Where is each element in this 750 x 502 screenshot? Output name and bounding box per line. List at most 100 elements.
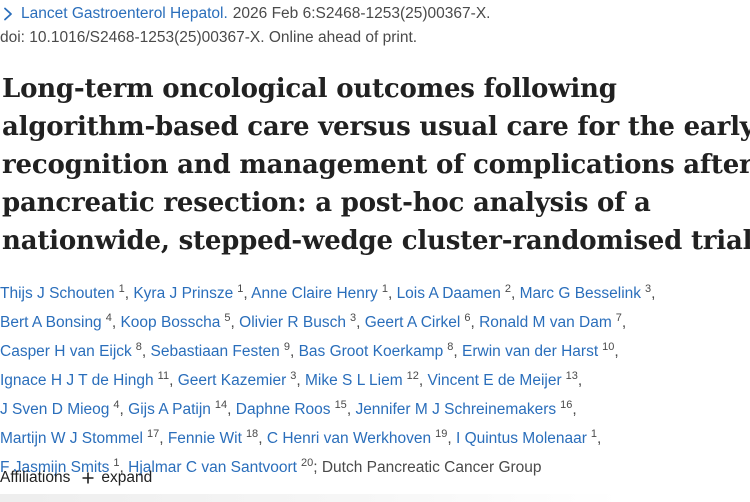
- expand-affiliations-button[interactable]: expand: [82, 466, 152, 490]
- author-separator: ,: [447, 430, 456, 447]
- author-link[interactable]: Martijn W J Stommel: [0, 430, 143, 447]
- group-author: Dutch Pancreatic Cancer Group: [321, 459, 542, 476]
- author-link[interactable]: Marc G Besselink: [519, 285, 642, 302]
- author-link[interactable]: J Sven D Mieog: [0, 401, 110, 418]
- author-line: Bert A Bonsing 4, Koop Bosscha 5, Olivier …: [0, 306, 748, 335]
- affiliation-number[interactable]: 15: [334, 399, 347, 411]
- affiliation-number[interactable]: 2: [504, 283, 511, 295]
- author-link[interactable]: C Henri van Werkhoven: [266, 430, 432, 447]
- citation: Lancet Gastroenterol Hepatol. 2026 Feb 6…: [0, 0, 750, 50]
- author-link[interactable]: Kyra J Prinsze: [133, 285, 234, 302]
- affiliation-number[interactable]: 18: [245, 428, 259, 440]
- author-link[interactable]: Geert A Cirkel: [364, 314, 461, 331]
- affiliation-number[interactable]: 19: [435, 428, 448, 440]
- affiliation-number[interactable]: 1: [590, 428, 598, 440]
- author-link[interactable]: Bas Groot Koerkamp: [298, 343, 444, 360]
- author-link[interactable]: I Quintus Molenaar: [455, 430, 587, 447]
- author-separator: ,: [577, 372, 583, 389]
- citation-details: 2026 Feb 6:S2468-1253(25)00367-X.: [232, 5, 491, 22]
- title-line: nationwide, stepped-wedge cluster-random…: [2, 226, 750, 256]
- author-link[interactable]: Jennifer M J Schreinemakers: [355, 401, 557, 418]
- affiliation-number[interactable]: 7: [615, 312, 622, 324]
- author-separator: ,: [453, 343, 463, 360]
- author-link[interactable]: Bert A Bonsing: [0, 314, 102, 331]
- author-link[interactable]: Vincent E de Meijer: [427, 372, 562, 389]
- author-link[interactable]: Koop Bosscha: [120, 314, 221, 331]
- author-separator: ,: [141, 343, 151, 360]
- affiliation-number[interactable]: 4: [105, 312, 112, 324]
- affiliation-number[interactable]: 8: [447, 341, 454, 353]
- author-line: J Sven D Mieog 4, Gijs A Patijn 14, Daphne…: [0, 393, 748, 422]
- author-link[interactable]: F Jasmijn Smits: [0, 459, 110, 476]
- author-link[interactable]: Ignace H J T de Hingh: [0, 372, 154, 389]
- author-link[interactable]: Fennie Wit: [167, 430, 242, 447]
- author-line: F Jasmijn Smits 1, Hjalmar C van Santvoor…: [0, 451, 748, 480]
- author-link[interactable]: Thijs J Schouten: [0, 285, 115, 302]
- author-link[interactable]: Geert Kazemier: [177, 372, 287, 389]
- title-line: algorithm-based care versus usual care f…: [2, 112, 750, 142]
- affiliation-number[interactable]: 1: [381, 283, 388, 295]
- author-separator: ,: [651, 285, 656, 302]
- title-line: recognition and management of complicati…: [2, 150, 750, 180]
- author-list: Thijs J Schouten 1, Kyra J Prinsze 1, Anne…: [0, 277, 748, 480]
- author-link[interactable]: Casper H van Eijck: [0, 343, 132, 360]
- affiliation-number[interactable]: 10: [602, 341, 615, 353]
- doi-line: doi: 10.1016/S2468-1253(25)00367-X. Onli…: [0, 29, 418, 46]
- author-link[interactable]: Hjalmar C van Santvoort: [128, 459, 297, 476]
- title-line: Long-term oncological outcomes following: [2, 74, 617, 104]
- chevron-right-icon[interactable]: [1, 7, 15, 21]
- author-separator: ,: [572, 401, 577, 418]
- affiliations-label: Affiliations: [0, 469, 71, 486]
- author-link[interactable]: Ronald M van Dam: [479, 314, 612, 331]
- article-title: Long-term oncological outcomes following…: [2, 70, 750, 260]
- author-link[interactable]: Gijs A Patijn: [128, 401, 211, 418]
- affiliation-number[interactable]: 11: [157, 370, 170, 382]
- affiliation-number[interactable]: 20: [300, 457, 314, 469]
- author-separator: ,: [621, 314, 627, 331]
- author-separator: ,: [296, 372, 306, 389]
- author-separator: ,: [597, 430, 602, 447]
- affiliation-number[interactable]: 1: [118, 283, 125, 295]
- author-link[interactable]: Daphne Roos: [235, 401, 331, 418]
- affiliation-number[interactable]: 6: [464, 312, 471, 324]
- affiliation-number[interactable]: 3: [645, 283, 652, 295]
- author-line: Casper H van Eijck 8, Sebastiaan Festen 9,…: [0, 335, 748, 364]
- author-link[interactable]: Erwin van der Harst: [462, 343, 599, 360]
- affiliation-number[interactable]: 3: [290, 370, 297, 382]
- affiliation-number[interactable]: 1: [237, 283, 244, 295]
- author-separator: ,: [510, 285, 520, 302]
- author-separator: ,: [230, 314, 240, 331]
- expand-label: expand: [101, 469, 153, 486]
- affiliation-number[interactable]: 12: [406, 370, 419, 382]
- affiliation-number[interactable]: 13: [565, 370, 578, 382]
- journal-link[interactable]: Lancet Gastroenterol Hepatol.: [21, 5, 228, 22]
- affiliation-number[interactable]: 8: [135, 341, 142, 353]
- author-line: Thijs J Schouten 1, Kyra J Prinsze 1, Anne…: [0, 277, 748, 306]
- affiliation-number[interactable]: 14: [214, 399, 228, 411]
- affiliation-number[interactable]: 9: [283, 341, 290, 353]
- author-separator: ,: [289, 343, 299, 360]
- author-line: Martijn W J Stommel 17, Fennie Wit 18, C H…: [0, 422, 748, 451]
- author-link[interactable]: Mike S L Liem: [305, 372, 403, 389]
- affiliation-number[interactable]: 1: [113, 457, 120, 469]
- author-separator: ,: [387, 285, 397, 302]
- affiliation-number[interactable]: 5: [224, 312, 231, 324]
- author-separator: ,: [111, 314, 121, 331]
- affiliation-number[interactable]: 16: [560, 399, 573, 411]
- affiliation-number[interactable]: 17: [146, 428, 160, 440]
- author-separator: ,: [243, 285, 252, 302]
- affiliations-bar: Affiliations expand: [0, 466, 152, 490]
- affiliation-number[interactable]: 3: [349, 312, 357, 324]
- title-line: pancreatic resection: a post-hoc analysi…: [2, 188, 651, 218]
- next-section-fade: [0, 494, 620, 502]
- author-separator: ,: [258, 430, 267, 447]
- author-link[interactable]: Anne Claire Henry: [251, 285, 378, 302]
- affiliation-number[interactable]: 4: [113, 399, 120, 411]
- author-separator: ,: [227, 401, 236, 418]
- author-separator: ,: [159, 430, 168, 447]
- author-link[interactable]: Sebastiaan Festen: [150, 343, 280, 360]
- author-separator: ,: [119, 459, 129, 476]
- author-link[interactable]: Lois A Daamen: [396, 285, 501, 302]
- author-link[interactable]: Olivier R Busch: [239, 314, 346, 331]
- plus-icon: [82, 472, 94, 484]
